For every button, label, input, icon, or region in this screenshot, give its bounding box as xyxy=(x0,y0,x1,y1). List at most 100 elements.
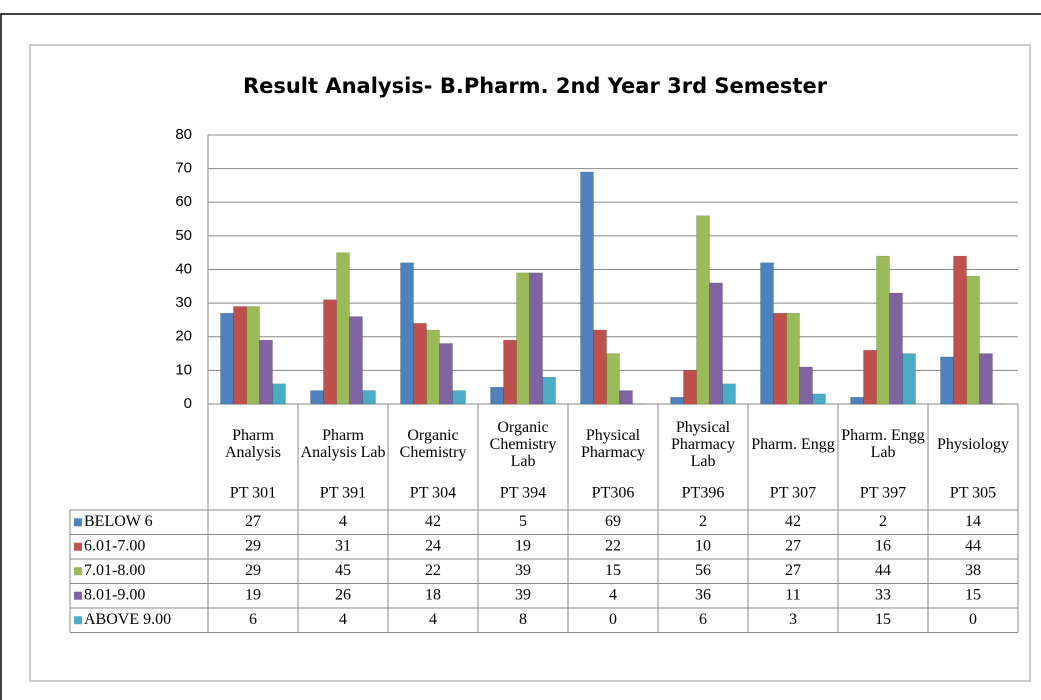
bar xyxy=(349,316,363,405)
bar xyxy=(670,397,684,405)
data-label: 26 xyxy=(335,586,351,603)
legend-key xyxy=(74,591,82,600)
category-code: PT 304 xyxy=(410,485,456,502)
chart-title: Result Analysis- B.Pharm. 2nd Year 3rd S… xyxy=(243,74,828,98)
y-tick-label: 10 xyxy=(175,361,192,378)
data-label: 19 xyxy=(515,537,531,554)
bar xyxy=(850,397,864,405)
bar xyxy=(542,376,556,405)
legend-key xyxy=(74,616,82,625)
category-code: PT306 xyxy=(592,485,635,502)
data-label: 38 xyxy=(965,562,981,579)
data-label: 24 xyxy=(425,537,441,554)
bar xyxy=(889,292,903,405)
bar xyxy=(683,370,697,405)
legend-label: ABOVE 9.00 xyxy=(84,611,171,628)
data-label: 39 xyxy=(515,586,531,603)
legend-label: BELOW 6 xyxy=(84,513,153,530)
legend-key xyxy=(74,567,82,576)
data-label: 0 xyxy=(609,611,617,628)
y-tick-label: 80 xyxy=(175,126,192,143)
y-tick-label: 20 xyxy=(175,328,192,345)
bar xyxy=(323,299,337,405)
y-tick-label: 50 xyxy=(175,227,192,244)
bar xyxy=(979,353,993,405)
data-label: 8 xyxy=(519,611,527,628)
category-label: Organic Chemistry xyxy=(399,427,467,461)
category-label: Pharm. Engg xyxy=(751,435,835,453)
data-label: 29 xyxy=(245,562,261,579)
bar xyxy=(516,272,530,405)
legend-label: 8.01-9.00 xyxy=(84,586,145,603)
bar xyxy=(220,312,234,405)
category-label: Physiology xyxy=(936,435,1009,453)
bar xyxy=(709,282,723,405)
data-label: 33 xyxy=(875,586,891,603)
data-label: 69 xyxy=(605,513,621,530)
bar xyxy=(696,215,710,405)
data-label: 10 xyxy=(695,537,711,554)
bar xyxy=(619,390,633,405)
data-label: 11 xyxy=(785,586,800,603)
data-label: 4 xyxy=(339,611,347,628)
legend-label: 7.01-8.00 xyxy=(84,562,145,579)
data-label: 15 xyxy=(875,611,891,628)
data-label: 27 xyxy=(785,537,801,554)
data-label: 22 xyxy=(425,562,441,579)
data-label: 6 xyxy=(699,611,707,628)
data-label: 16 xyxy=(875,537,891,554)
data-label: 2 xyxy=(879,513,887,530)
legend-label: 6.01-7.00 xyxy=(84,537,145,554)
bar xyxy=(233,306,247,405)
bar xyxy=(863,349,877,405)
data-label: 5 xyxy=(519,513,527,530)
y-tick-label: 40 xyxy=(175,260,192,277)
data-label: 45 xyxy=(335,562,351,579)
y-tick-label: 60 xyxy=(175,193,192,210)
data-label: 3 xyxy=(789,611,797,628)
category-code: PT 394 xyxy=(500,485,546,502)
category-code: PT 305 xyxy=(950,485,996,502)
bar xyxy=(529,272,543,405)
data-label: 6 xyxy=(249,611,257,628)
category-code: PT 397 xyxy=(860,485,906,502)
bar xyxy=(246,306,260,405)
data-label: 29 xyxy=(245,537,261,554)
category-code: PT 307 xyxy=(770,485,816,502)
bar xyxy=(966,275,980,405)
data-label: 14 xyxy=(965,513,981,530)
outer-frame xyxy=(0,13,1041,700)
data-label: 31 xyxy=(335,537,351,554)
data-label: 44 xyxy=(965,537,981,554)
category-code: PT396 xyxy=(682,485,725,502)
data-label: 2 xyxy=(699,513,707,530)
y-tick-label: 70 xyxy=(175,160,192,177)
data-label: 44 xyxy=(875,562,891,579)
bar xyxy=(760,262,774,405)
category-code: PT 301 xyxy=(230,485,276,502)
bar xyxy=(336,252,350,405)
y-tick-label: 30 xyxy=(175,294,192,311)
bar xyxy=(593,329,607,405)
bar xyxy=(606,353,620,405)
bar xyxy=(413,323,427,405)
bar xyxy=(310,390,324,405)
data-label: 4 xyxy=(429,611,437,628)
category-code: PT 391 xyxy=(320,485,366,502)
category-label: Pharm Analysis xyxy=(225,427,281,461)
bar xyxy=(272,383,286,405)
bar xyxy=(902,353,916,405)
data-label: 0 xyxy=(969,611,977,628)
bar xyxy=(940,356,954,405)
category-label: Pharm. Engg Lab xyxy=(841,427,925,461)
bar xyxy=(580,171,594,405)
bar xyxy=(503,339,517,405)
bar xyxy=(452,390,466,405)
bar xyxy=(362,390,376,405)
data-label: 22 xyxy=(605,537,621,554)
bar xyxy=(722,383,736,405)
bar xyxy=(259,339,273,405)
data-label: 39 xyxy=(515,562,531,579)
